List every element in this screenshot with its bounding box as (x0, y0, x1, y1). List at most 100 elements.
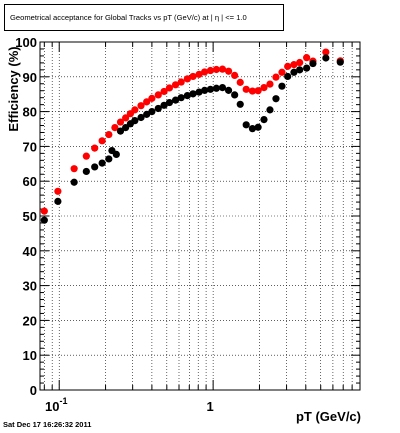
y-axis-label: Efficiency (%) (6, 46, 21, 131)
red-data-point (70, 165, 78, 173)
black-data-point (105, 155, 113, 163)
red-data-point (231, 71, 239, 80)
red-data-point (105, 130, 113, 139)
red-data-point (322, 48, 330, 56)
x-tick-label: 10-1 (45, 396, 67, 414)
data-markers (40, 48, 344, 224)
red-data-point (148, 94, 156, 102)
black-data-point (248, 125, 257, 133)
black-data-point (131, 117, 139, 125)
y-tick-label: 60 (23, 174, 37, 189)
black-data-point (284, 72, 292, 81)
black-data-point (171, 96, 180, 104)
black-data-point (322, 54, 330, 62)
red-data-point (206, 66, 215, 75)
red-data-point (40, 207, 48, 215)
black-data-point (272, 95, 280, 103)
black-data-point (254, 123, 262, 131)
black-data-point (54, 197, 62, 205)
y-tick-label: 20 (23, 313, 37, 328)
red-data-point (260, 83, 268, 92)
black-data-point (206, 85, 215, 93)
y-tick-label: 10 (23, 348, 37, 363)
red-data-point (248, 87, 257, 95)
y-tick-label: 70 (23, 139, 37, 154)
black-data-point (183, 91, 191, 100)
x-axis-label: pT (GeV/c) (296, 409, 361, 424)
red-data-point (296, 58, 304, 67)
red-data-point (122, 114, 130, 122)
black-data-point (177, 94, 185, 102)
black-data-point (200, 86, 209, 94)
black-data-point (82, 167, 90, 176)
black-data-point (296, 66, 304, 74)
black-data-point (70, 178, 78, 186)
y-tick-label: 50 (23, 209, 37, 224)
tick-labels: 0 10 20 30 40 50 60 70 80 90 100 10-1 1 (15, 35, 213, 414)
black-data-point (266, 106, 274, 114)
red-data-point (183, 75, 191, 83)
black-data-point (91, 163, 99, 171)
black-data-point (154, 104, 162, 113)
red-data-point (54, 187, 62, 195)
black-data-point (195, 88, 203, 96)
black-data-point (309, 59, 317, 68)
y-tick-label: 40 (23, 244, 37, 259)
red-data-point (278, 68, 286, 76)
red-data-point (111, 124, 119, 132)
red-data-point (116, 118, 125, 126)
black-data-point (137, 113, 145, 122)
chart-title: Geometrical acceptance for Global Tracks… (4, 4, 284, 31)
y-tick-label: 80 (23, 105, 37, 120)
red-data-point (242, 85, 250, 93)
red-data-point (143, 98, 151, 106)
red-data-point (154, 91, 162, 99)
black-data-point (278, 82, 286, 90)
timestamp: Sat Dec 17 16:26:32 2011 (3, 420, 92, 429)
black-data-point (160, 101, 168, 109)
red-data-point (91, 144, 99, 152)
red-data-point (189, 72, 197, 81)
black-data-point (231, 91, 239, 99)
red-data-point (212, 65, 220, 74)
red-data-point (98, 137, 106, 145)
black-data-point (212, 84, 220, 92)
black-data-point (224, 86, 233, 94)
black-data-point (189, 90, 197, 98)
black-data-point (122, 124, 130, 132)
x-tick-label: 1 (207, 399, 214, 414)
red-data-point (200, 68, 209, 76)
red-data-point (82, 152, 90, 160)
red-data-point (254, 87, 262, 95)
y-tick-label: 30 (23, 279, 37, 294)
red-data-point (165, 84, 174, 92)
red-data-point (303, 54, 311, 62)
red-data-point (160, 87, 168, 96)
y-tick-label: 0 (30, 383, 37, 398)
black-data-point (116, 127, 125, 135)
black-data-point (40, 216, 48, 224)
y-tick-label: 90 (23, 70, 37, 85)
black-data-point (336, 58, 344, 66)
black-data-point (236, 100, 244, 108)
red-data-point (272, 73, 280, 81)
black-data-point (242, 121, 250, 129)
red-data-point (224, 67, 233, 75)
red-data-point (177, 78, 185, 86)
black-data-point (98, 159, 106, 167)
red-data-point (218, 65, 227, 73)
black-data-point (148, 108, 156, 116)
red-data-point (284, 62, 292, 70)
red-data-point (236, 78, 244, 86)
red-data-point (171, 81, 180, 89)
black-data-point (218, 83, 227, 92)
red-data-point (195, 70, 203, 78)
black-data-point (112, 150, 120, 159)
red-data-point (266, 80, 274, 88)
y-tick-label: 100 (15, 35, 37, 50)
red-data-point (131, 106, 139, 114)
black-data-point (303, 64, 311, 72)
black-data-point (165, 98, 174, 107)
black-data-point (290, 68, 298, 76)
